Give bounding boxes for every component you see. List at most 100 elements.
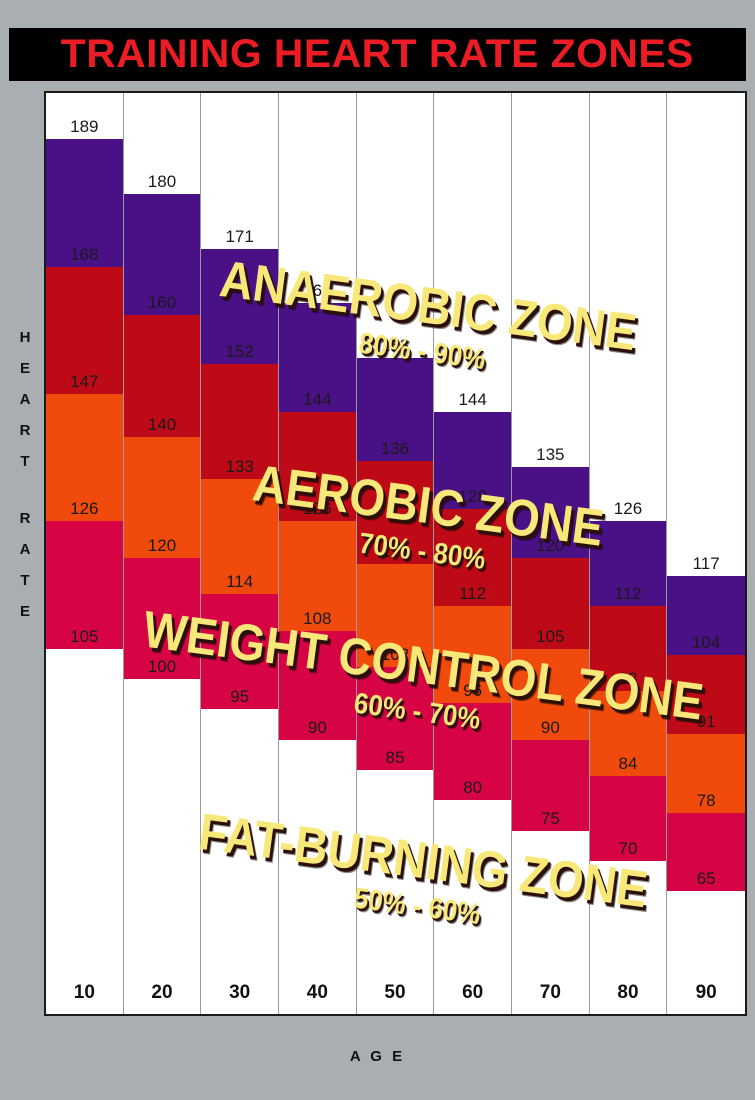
hr-value-label: 144 [303, 390, 332, 410]
hr-value-label: 112 [459, 584, 487, 604]
page-title: TRAINING HEART RATE ZONES [60, 32, 695, 76]
hr-value-label: 104 [691, 632, 721, 652]
zone-band-anaerobic [589, 521, 667, 607]
zone-band-aerobic [279, 412, 356, 522]
chart-columns-container: 189 168 147 126 105 10 180 160 140 120 100 20 171 152… [46, 93, 745, 1014]
zone-band-weight_control [512, 648, 589, 740]
zone-band-weight_control [589, 691, 667, 777]
age-axis-tick: 80 [617, 982, 639, 1003]
zone-band-fat_burning [46, 521, 123, 649]
y-axis-label-char: T [20, 453, 30, 470]
zone-band-aerobic [123, 315, 201, 437]
age-axis-tick: 40 [306, 982, 328, 1003]
hr-value-label: 136 [380, 438, 410, 458]
hr-value-label: 117 [692, 554, 720, 574]
zone-band-aerobic [356, 460, 434, 564]
zone-band-anaerobic [46, 139, 123, 267]
age-axis-tick: 30 [229, 982, 251, 1003]
y-axis-label-char: A [19, 391, 31, 408]
hr-value-label: 189 [70, 117, 99, 137]
age-column: 126 112 98 84 70 80 [589, 93, 668, 1014]
y-axis-label-char: R [19, 422, 31, 439]
y-axis-label-char: H [19, 329, 31, 346]
zone-band-weight_control [356, 563, 434, 667]
zone-band-aerobic [201, 363, 278, 479]
hr-value-label: 126 [613, 499, 643, 519]
hr-value-label: 98 [618, 669, 638, 689]
zone-band-aerobic [512, 557, 589, 649]
zone-band-fat_burning [512, 739, 589, 831]
hr-value-label: 162 [303, 281, 332, 301]
zone-band-weight_control [667, 733, 745, 813]
hr-value-label: 114 [226, 572, 254, 592]
zone-band-anaerobic [512, 466, 589, 558]
hr-value-label: 152 [225, 341, 254, 361]
zone-band-weight_control [434, 606, 511, 704]
zone-band-anaerobic [434, 412, 511, 510]
hr-value-label: 119 [381, 541, 409, 561]
age-axis-tick: 50 [384, 982, 406, 1003]
zone-band-weight_control [279, 521, 356, 631]
hr-value-label: 160 [147, 293, 177, 313]
zone-band-aerobic [46, 266, 123, 395]
chart-plot-area: 189 168 147 126 105 10 180 160 140 120 100 20 171 152… [44, 91, 747, 1016]
hr-value-label: 120 [536, 535, 565, 555]
hr-value-label: 144 [458, 390, 487, 410]
hr-value-label: 80 [463, 778, 483, 798]
hr-value-label: 105 [536, 626, 565, 646]
x-axis-label: A G E [349, 1048, 406, 1065]
hr-value-label: 91 [696, 711, 716, 731]
zone-band-anaerobic [201, 248, 278, 364]
hr-value-label: 102 [380, 645, 410, 664]
age-column: 189 168 147 126 105 10 [46, 93, 124, 1014]
age-axis-tick: 60 [462, 982, 484, 1003]
hr-value-label: 133 [225, 457, 254, 477]
age-axis-tick: 90 [695, 982, 717, 1003]
age-column: 117 104 91 78 65 90 [667, 93, 745, 1014]
zone-band-aerobic [589, 606, 667, 692]
hr-value-label: 90 [540, 717, 560, 737]
age-axis-tick: 70 [539, 982, 561, 1003]
hr-value-label: 100 [147, 657, 177, 677]
age-column: 162 144 126 108 90 40 [279, 93, 357, 1014]
zone-band-weight_control [201, 479, 278, 595]
y-axis-label-char: T [20, 572, 30, 589]
age-axis-tick: 20 [151, 982, 173, 1003]
hr-value-label: 105 [70, 626, 99, 646]
hr-value-label: 85 [385, 748, 405, 768]
zone-band-anaerobic [279, 303, 356, 413]
hr-value-label: 78 [696, 790, 716, 810]
age-column: 135 120 105 90 75 70 [512, 93, 590, 1014]
zone-band-weight_control [46, 394, 123, 522]
zone-band-fat_burning [123, 557, 201, 680]
hr-value-label: 140 [147, 414, 177, 434]
hr-value-label: 95 [230, 687, 250, 707]
age-column: 144 128 112 96 80 60 [434, 93, 512, 1014]
hr-value-label: 75 [540, 808, 560, 828]
hr-value-label: 147 [70, 372, 99, 392]
hr-value-label: 171 [225, 226, 254, 246]
hr-value-label: 112 [614, 584, 642, 604]
y-axis-label-char: A [19, 541, 31, 558]
y-axis-label-char: E [19, 360, 30, 377]
hr-value-label: 90 [307, 717, 327, 737]
hr-value-label: 70 [618, 839, 638, 859]
hr-value-label: 96 [463, 681, 483, 701]
title-bar: TRAINING HEART RATE ZONES [9, 28, 746, 81]
zone-band-weight_control [123, 436, 201, 558]
hr-value-label: 153 [380, 335, 410, 355]
hr-value-label: 126 [303, 499, 332, 519]
zone-band-anaerobic [123, 194, 201, 316]
hr-value-label: 135 [536, 444, 565, 464]
zone-band-aerobic [667, 654, 745, 734]
hr-value-label: 126 [70, 499, 99, 519]
hr-value-label: 120 [147, 535, 177, 555]
y-axis-label-char: E [19, 603, 30, 620]
hr-value-label: 65 [696, 869, 716, 889]
zone-band-fat_burning [279, 630, 356, 740]
zone-band-aerobic [434, 509, 511, 607]
zone-band-fat_burning [434, 703, 511, 801]
hr-value-label: 168 [70, 244, 99, 264]
zone-band-fat_burning [201, 594, 278, 710]
